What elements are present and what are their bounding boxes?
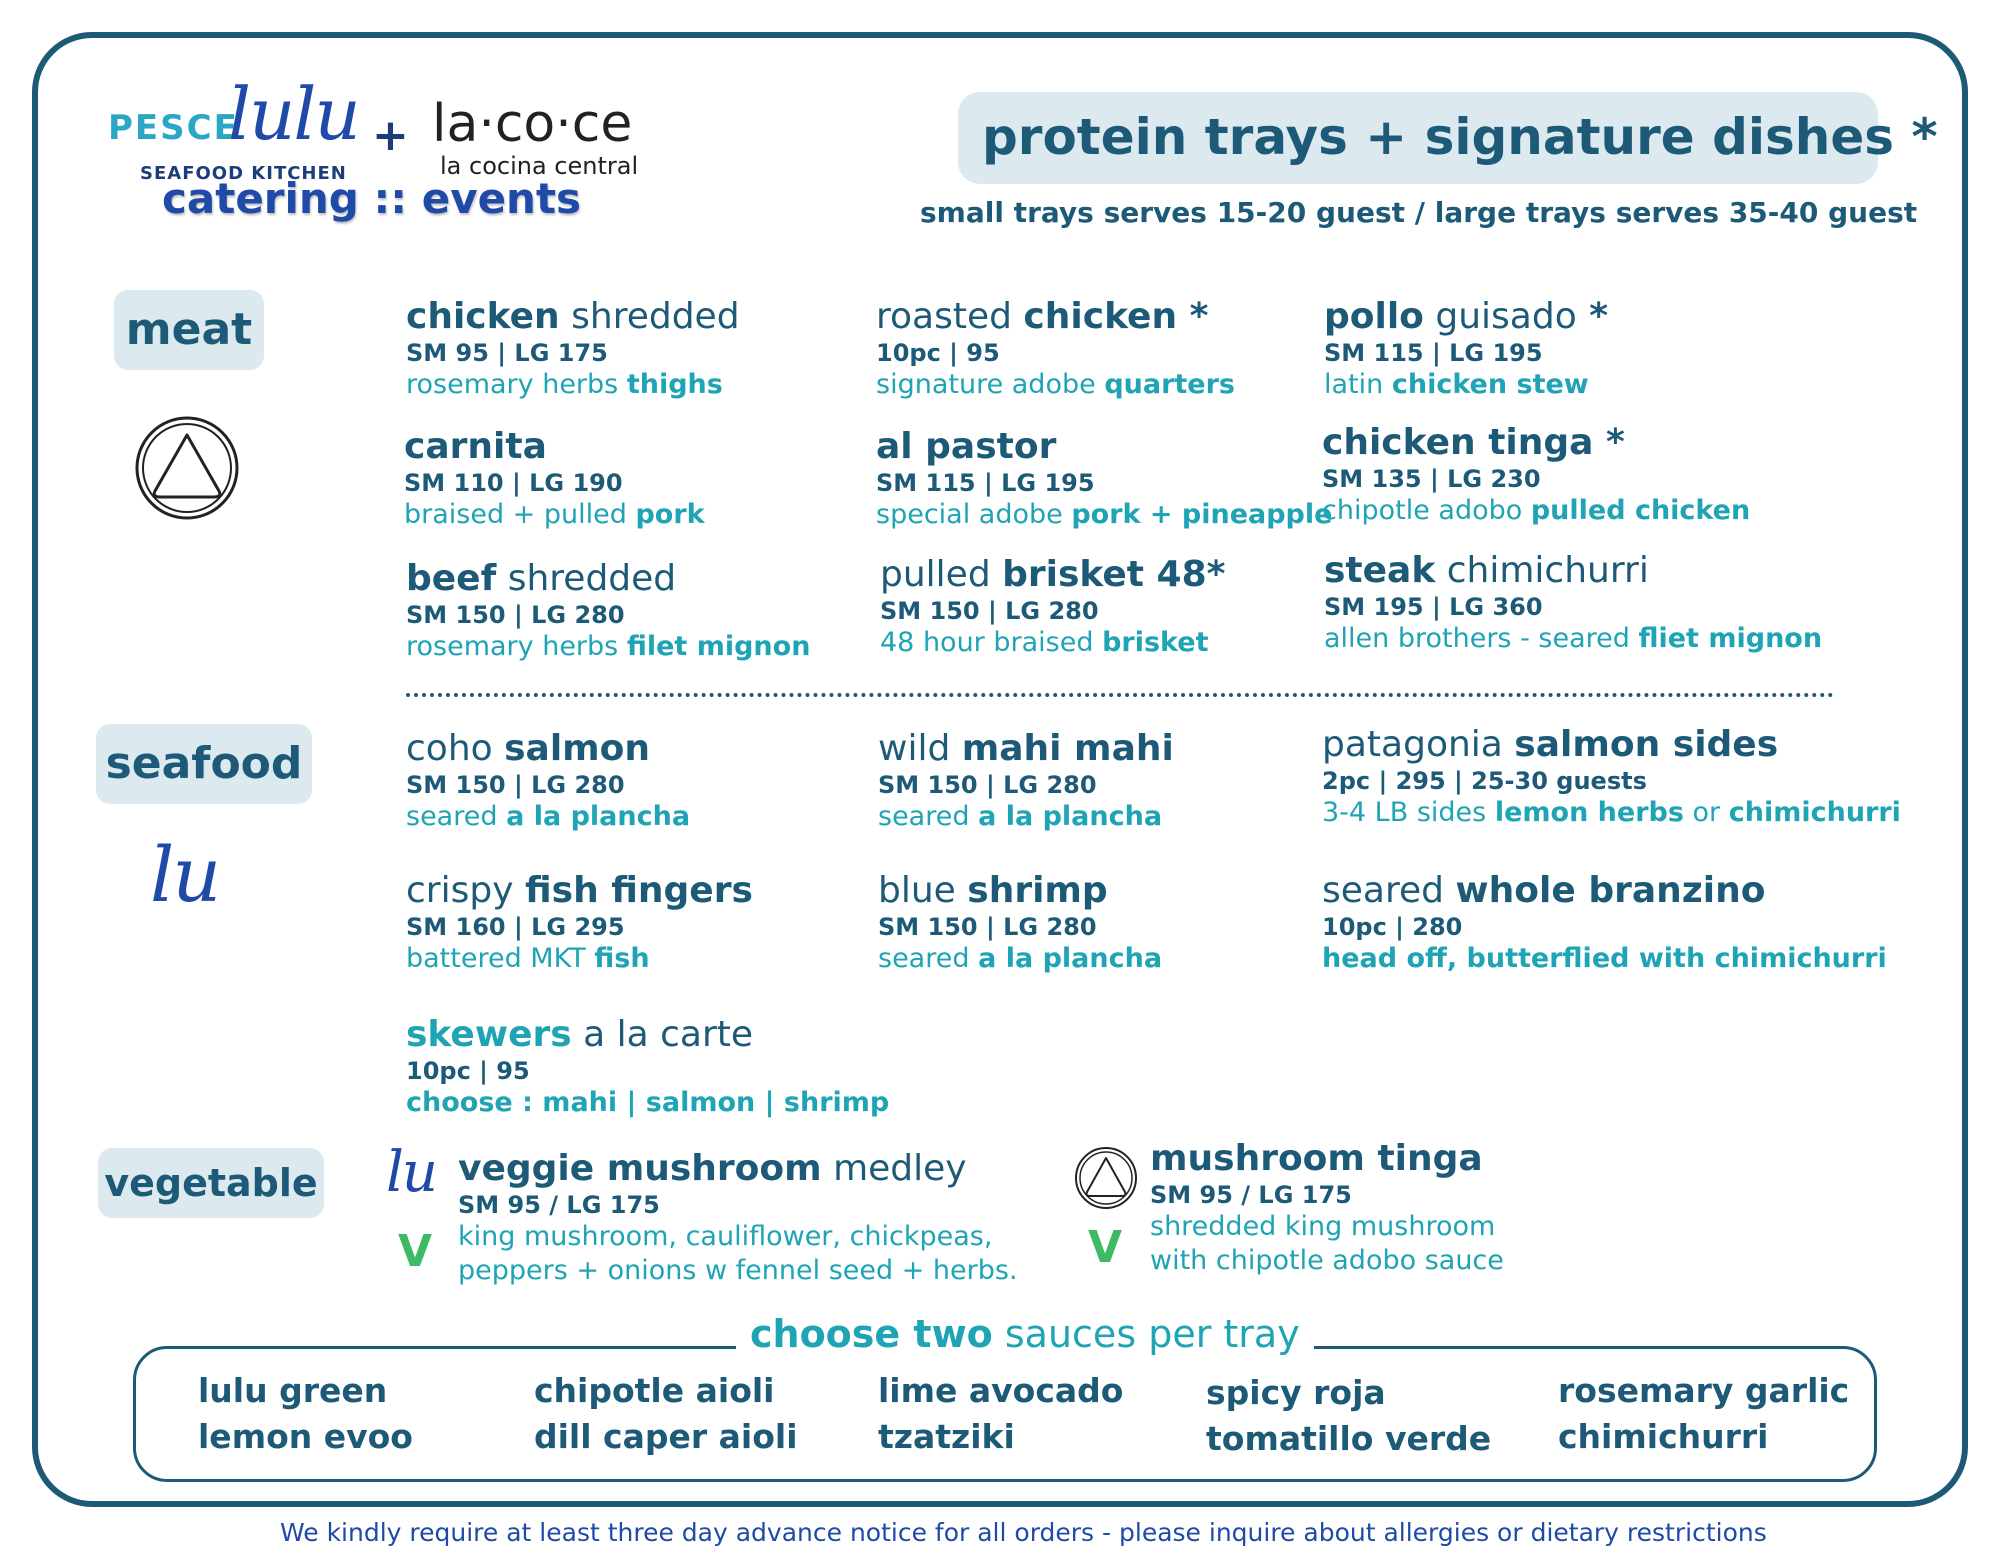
sauce-column-3: lime avocado tzatziki <box>878 1368 1123 1460</box>
lacocina-logo-text: la cocina central <box>440 152 639 180</box>
catering-events-text: catering :: events <box>162 174 582 223</box>
sauce-item: tzatziki <box>878 1417 1015 1456</box>
menu-item-blue-shrimp: blue shrimp SM 150 | LG 280 seared a la … <box>878 870 1163 974</box>
lu-brand-icon-veggie: lu <box>386 1140 438 1205</box>
sauce-item: lime avocado <box>878 1371 1124 1410</box>
menu-item-whole-branzino: seared whole branzino 10pc | 280 head of… <box>1322 870 1887 974</box>
triangle-circle-icon-veggie <box>1075 1147 1137 1209</box>
menu-item-coho-salmon: coho salmon SM 150 | LG 280 seared a la … <box>406 728 691 832</box>
sauce-item: spicy roja <box>1206 1373 1386 1412</box>
menu-item-salmon-sides: patagonia salmon sides 2pc | 295 | 25-30… <box>1322 724 1901 828</box>
category-seafood: seafood <box>96 724 312 804</box>
sauce-item: lulu green <box>198 1371 388 1410</box>
menu-item-mushroom-tinga: mushroom tinga SM 95 / LG 175 shredded k… <box>1150 1138 1504 1276</box>
sauce-column-2: chipotle aioli dill caper aioli <box>534 1368 798 1460</box>
menu-item-pollo-guisado: pollo guisado * SM 115 | LG 195 latin ch… <box>1324 296 1609 400</box>
advance-notice-footer: We kindly require at least three day adv… <box>280 1518 1767 1547</box>
menu-item-chicken-shredded: chicken shredded SM 95 | LG 175 rosemary… <box>406 296 740 400</box>
sauce-item: chipotle aioli <box>534 1371 775 1410</box>
category-vegetable: vegetable <box>98 1148 324 1218</box>
sauce-column-4: spicy roja tomatillo verde <box>1206 1370 1491 1462</box>
menu-item-mahi-mahi: wild mahi mahi SM 150 | LG 280 seared a … <box>878 728 1174 832</box>
menu-item-chicken-tinga: chicken tinga * SM 135 | LG 230 chipotle… <box>1322 422 1751 526</box>
lu-brand-icon: lu <box>150 830 221 919</box>
triangle-circle-icon <box>135 416 239 520</box>
sauce-column-1: lulu green lemon evoo <box>198 1368 413 1460</box>
page-title: protein trays + signature dishes * <box>982 108 1938 166</box>
sauce-column-5: rosemary garlic chimichurri <box>1558 1368 1849 1460</box>
menu-item-roasted-chicken: roasted chicken * 10pc | 95 signature ad… <box>876 296 1236 400</box>
menu-item-carnita: carnita SM 110 | LG 190 braised + pulled… <box>404 426 705 530</box>
section-divider <box>406 693 1834 697</box>
vegan-mark-icon-tinga: V <box>1088 1222 1123 1273</box>
menu-item-beef-shredded: beef shredded SM 150 | LG 280 rosemary h… <box>406 558 811 662</box>
menu-item-fish-fingers: crispy fish fingers SM 160 | LG 295 batt… <box>406 870 753 974</box>
sauce-item: chimichurri <box>1558 1417 1769 1456</box>
header-banner <box>958 92 1878 184</box>
pesce-logo-text: PESCE <box>108 108 239 148</box>
lacoce-logo-text: la·co·ce <box>432 94 633 154</box>
menu-frame <box>32 32 1968 1507</box>
sauce-item: tomatillo verde <box>1206 1419 1492 1458</box>
tray-size-note: small trays serves 15-20 guest / large t… <box>920 196 1918 229</box>
sauce-item: lemon evoo <box>198 1417 413 1456</box>
sauce-item: dill caper aioli <box>534 1417 798 1456</box>
seafood-kitchen-text: SEAFOOD KITCHEN <box>140 163 347 184</box>
category-meat: meat <box>114 290 264 370</box>
menu-item-al-pastor: al pastor SM 115 | LG 195 special adobe … <box>876 426 1333 530</box>
lulu-logo-text: lulu <box>228 72 361 156</box>
vegan-mark-icon: V <box>398 1226 433 1277</box>
menu-item-skewers: skewers a la carte 10pc | 95 choose : ma… <box>406 1014 890 1118</box>
menu-item-veggie-mushroom-medley: veggie mushroom medley SM 95 / LG 175 ki… <box>458 1148 1018 1286</box>
sauce-item: rosemary garlic <box>1558 1371 1850 1410</box>
logo-plus: + <box>372 110 409 161</box>
menu-item-steak-chimichurri: steak chimichurri SM 195 | LG 360 allen … <box>1324 550 1823 654</box>
sauce-section-title: choose two sauces per tray <box>736 1312 1314 1356</box>
menu-item-pulled-brisket: pulled brisket 48* SM 150 | LG 280 48 ho… <box>880 554 1226 658</box>
